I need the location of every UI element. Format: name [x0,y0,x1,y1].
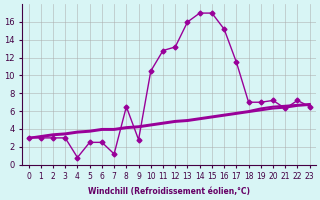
X-axis label: Windchill (Refroidissement éolien,°C): Windchill (Refroidissement éolien,°C) [88,187,250,196]
